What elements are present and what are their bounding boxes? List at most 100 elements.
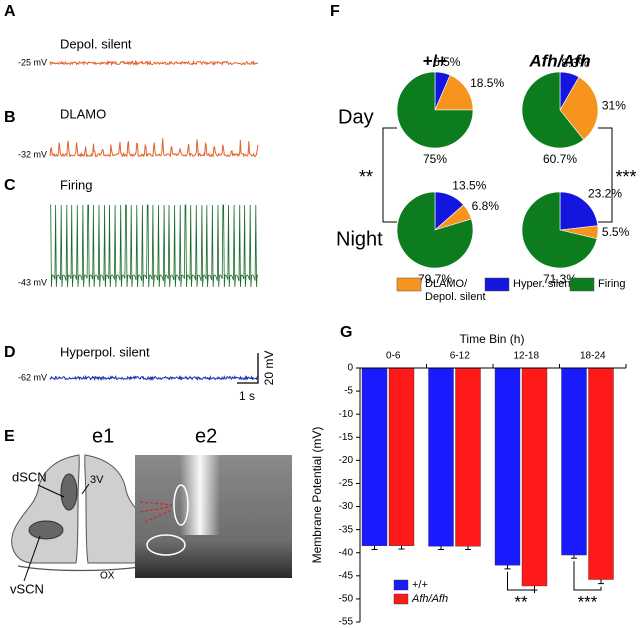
y-tick-label: 0 bbox=[347, 363, 353, 374]
pie-slice bbox=[434, 74, 474, 111]
pie-label: 18.5% bbox=[470, 76, 504, 90]
trace-voltage: -43 mV bbox=[18, 277, 47, 287]
y-axis-label: Membrane Potential (mV) bbox=[310, 427, 324, 564]
dscn-outline bbox=[173, 484, 189, 526]
bar bbox=[588, 367, 614, 580]
bar bbox=[521, 367, 548, 587]
legend-label: Hyper. silent bbox=[513, 278, 574, 290]
pie-label: 79.7% bbox=[418, 272, 452, 286]
scale-bar bbox=[237, 353, 259, 384]
legend-swatch bbox=[396, 277, 422, 292]
trace-label: DLAMO bbox=[60, 106, 106, 121]
panel-letter: G bbox=[340, 324, 352, 341]
vscn-region bbox=[28, 520, 64, 540]
significance-bracket bbox=[573, 561, 602, 591]
trace bbox=[49, 374, 259, 382]
panel-letter: E bbox=[4, 428, 15, 445]
anatomy-label: OX bbox=[100, 571, 115, 582]
anatomy-label: dSCN bbox=[12, 469, 47, 484]
trace-voltage: -62 mV bbox=[18, 372, 47, 382]
y-tick-label: -50 bbox=[339, 594, 354, 605]
pie-label: 23.2% bbox=[588, 186, 622, 200]
pie-slice bbox=[559, 191, 599, 231]
trace-label: Hyperpol. silent bbox=[60, 344, 150, 359]
significance-bracket bbox=[507, 571, 535, 594]
scale-time: 1 s bbox=[239, 389, 255, 403]
vscn-outline bbox=[146, 534, 186, 556]
x-tick-label: 12-18 bbox=[513, 351, 539, 362]
panel-label: e2 bbox=[195, 425, 217, 447]
panel-letter: D bbox=[4, 344, 16, 361]
y-tick-label: -30 bbox=[339, 501, 354, 512]
optic-chiasm bbox=[17, 565, 147, 572]
pie-label: 31% bbox=[602, 99, 626, 113]
pie-slice bbox=[521, 191, 598, 269]
significance: *** bbox=[615, 167, 636, 187]
error-bar bbox=[398, 545, 405, 550]
error-bar bbox=[598, 579, 604, 585]
trace bbox=[49, 138, 259, 158]
y-tick-label: -10 bbox=[339, 409, 354, 420]
legend-swatch bbox=[484, 277, 510, 292]
bar bbox=[561, 367, 587, 556]
bracket bbox=[598, 127, 613, 223]
column-title: Afh/Afh bbox=[528, 51, 590, 70]
bar bbox=[494, 367, 521, 566]
error-bar bbox=[371, 545, 378, 550]
pie-slice bbox=[396, 191, 474, 269]
trace-voltage: -25 mV bbox=[18, 57, 47, 67]
chart-title: Time Bin (h) bbox=[460, 332, 525, 346]
error-bar bbox=[504, 565, 511, 570]
row-title: Night bbox=[336, 228, 383, 250]
bracket bbox=[382, 127, 397, 223]
y-tick-label: -45 bbox=[339, 570, 354, 581]
y-tick-label: -55 bbox=[339, 617, 354, 628]
legend-label: Depol. silent bbox=[425, 291, 486, 303]
trace bbox=[50, 204, 259, 288]
pie-label: 8.3% bbox=[561, 56, 589, 70]
trace-voltage: -32 mV bbox=[18, 149, 47, 159]
panel-letter: F bbox=[330, 3, 340, 20]
y-tick-label: -35 bbox=[339, 524, 354, 535]
pie-label: 5.5% bbox=[602, 225, 630, 239]
micrograph-ventricle bbox=[180, 455, 220, 535]
row-title: Day bbox=[338, 106, 374, 128]
anatomy-label: vSCN bbox=[10, 581, 44, 596]
error-bar bbox=[438, 546, 444, 550]
legend-swatch bbox=[393, 593, 409, 605]
pie-label: 6.5% bbox=[433, 55, 461, 69]
pie-label: 75% bbox=[423, 152, 447, 166]
legend-swatch bbox=[569, 277, 595, 292]
x-tick-label: 0-6 bbox=[386, 351, 401, 362]
significance: ** bbox=[514, 592, 528, 611]
trace-label: Depol. silent bbox=[60, 36, 132, 51]
trace-label: Firing bbox=[60, 177, 93, 192]
panel-letter: B bbox=[4, 109, 16, 126]
y-tick-label: -5 bbox=[344, 386, 353, 397]
error-bar bbox=[571, 555, 577, 559]
pie-slice bbox=[559, 76, 599, 141]
pipette-arrows bbox=[139, 501, 173, 523]
error-bar bbox=[465, 546, 471, 550]
pointer bbox=[37, 484, 65, 498]
pie-label: 71.3% bbox=[543, 272, 577, 286]
y-tick-label: -25 bbox=[339, 478, 354, 489]
x-tick-label: 18-24 bbox=[580, 351, 606, 362]
pie-slice bbox=[396, 71, 474, 149]
pointer bbox=[81, 483, 90, 495]
pie-label: 60.7% bbox=[543, 152, 577, 166]
y-tick-label: -40 bbox=[339, 547, 354, 558]
column-title: +/+ bbox=[423, 51, 448, 70]
pie-label: 6.8% bbox=[472, 199, 500, 213]
bar bbox=[428, 367, 454, 547]
bar bbox=[361, 367, 388, 547]
pointer bbox=[23, 535, 41, 582]
panel-letter: C bbox=[4, 177, 16, 194]
dscn-region bbox=[60, 473, 78, 511]
legend-swatch bbox=[393, 579, 409, 591]
significance: ** bbox=[359, 167, 373, 187]
legend-label: +/+ bbox=[412, 579, 428, 591]
